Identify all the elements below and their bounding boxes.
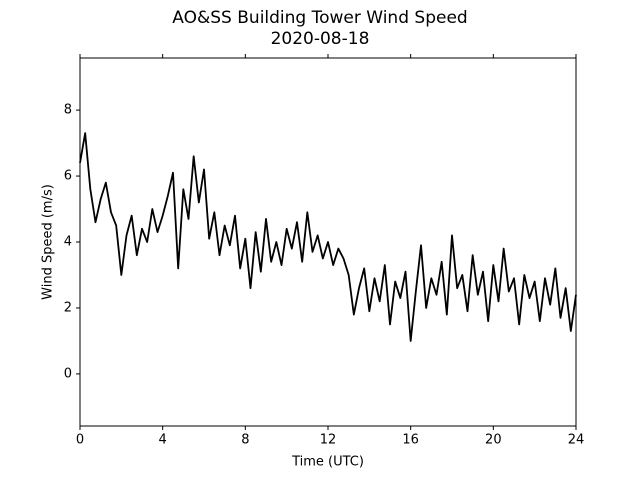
- x-axis-label: Time (UTC): [291, 455, 364, 470]
- x-tick-label: 24: [568, 433, 585, 448]
- y-tick-label: 0: [64, 366, 72, 381]
- x-tick-label: 8: [241, 433, 249, 448]
- y-tick-label: 6: [64, 169, 72, 184]
- chart-subtitle: 2020-08-18: [271, 29, 370, 49]
- x-tick-label: 20: [485, 433, 502, 448]
- plot-frame: [79, 57, 577, 427]
- chart-title: AO&SS Building Tower Wind Speed: [172, 8, 467, 28]
- x-tick-label: 16: [402, 433, 419, 448]
- y-tick-label: 2: [64, 300, 72, 315]
- y-tick-label: 8: [64, 103, 72, 118]
- x-tick-label: 0: [76, 433, 84, 448]
- x-tick-label: 12: [320, 433, 337, 448]
- data-line: [79, 132, 577, 342]
- y-tick-label: 4: [64, 235, 72, 250]
- y-axis-label: Wind Speed (m/s): [41, 184, 56, 300]
- x-tick-label: 4: [159, 433, 167, 448]
